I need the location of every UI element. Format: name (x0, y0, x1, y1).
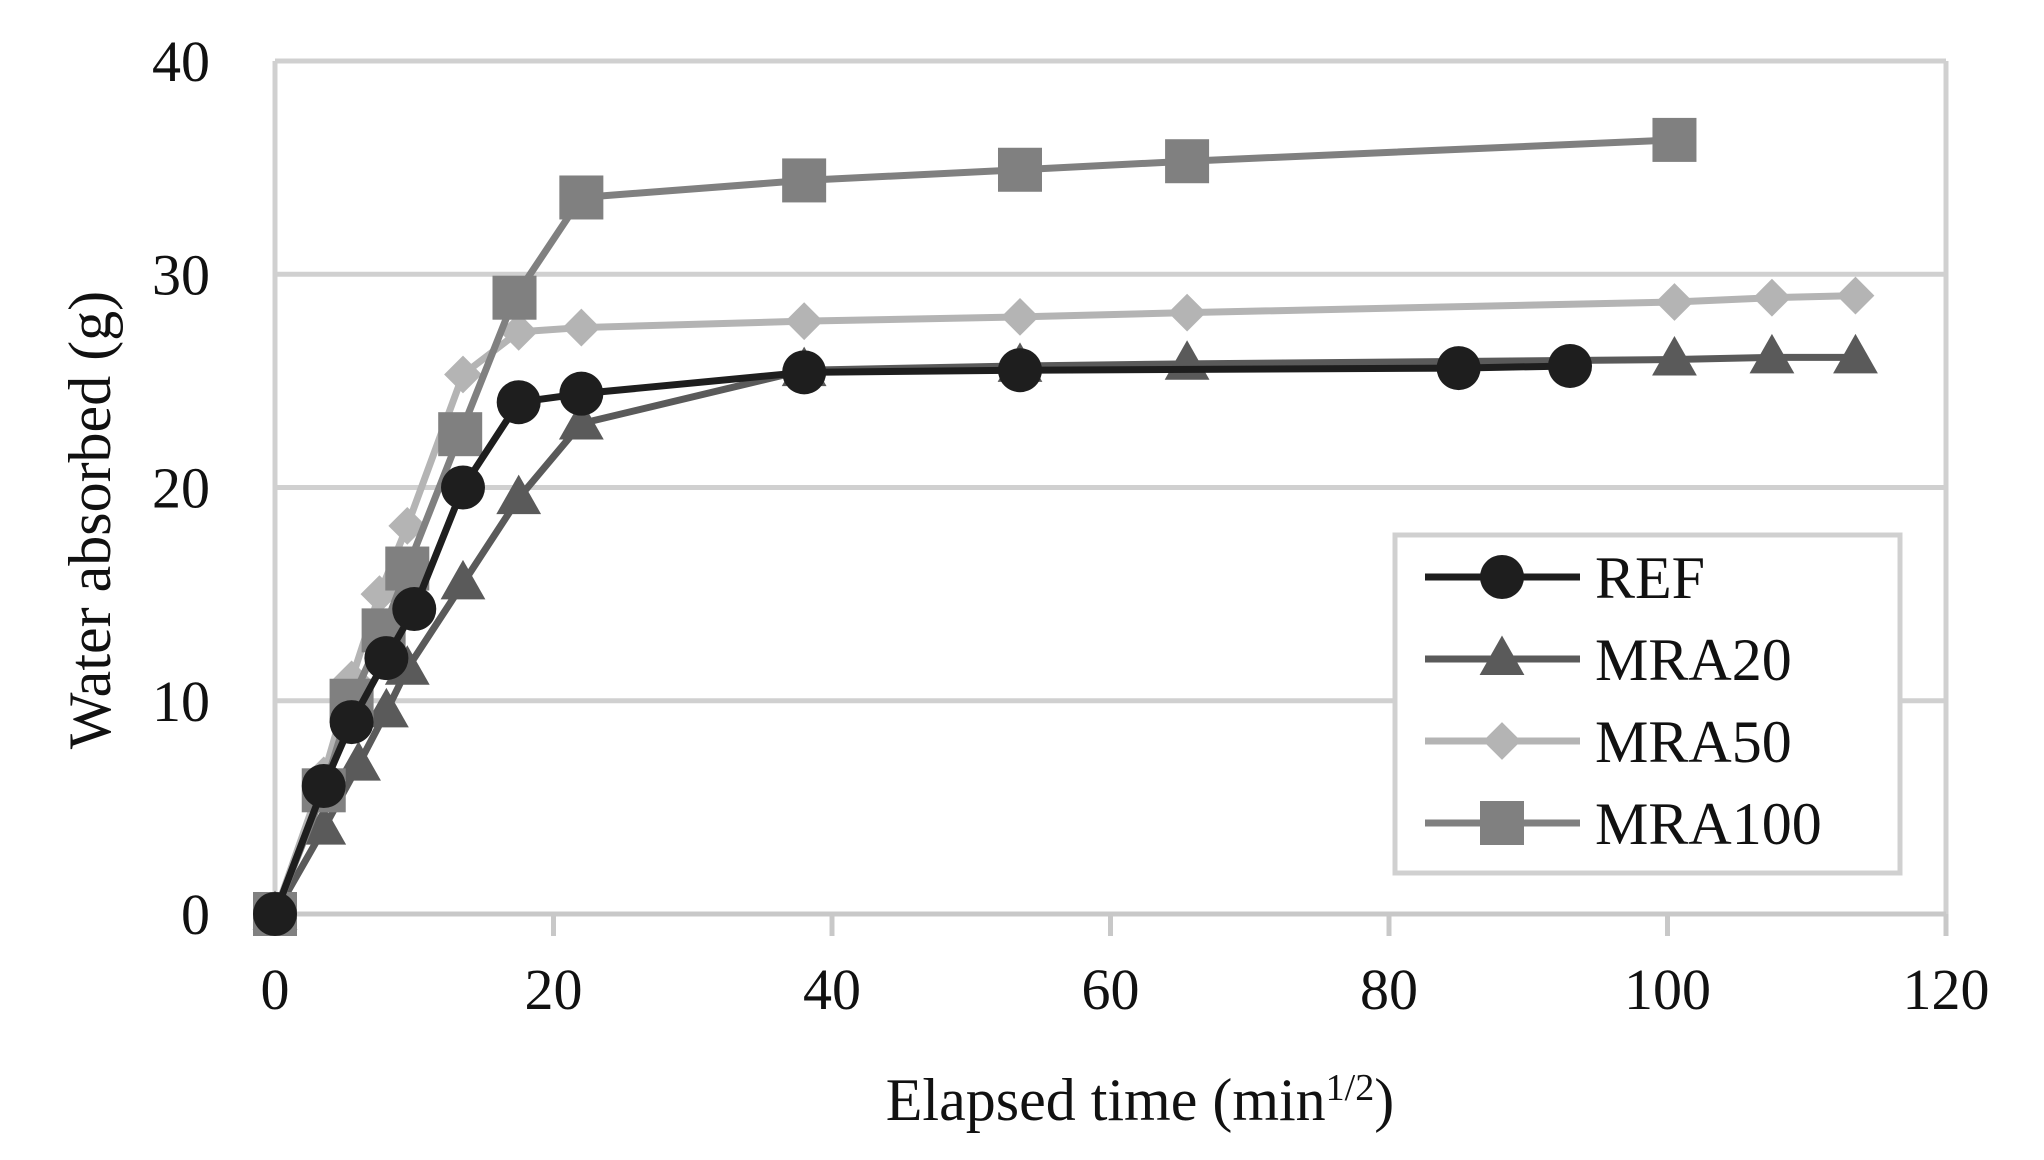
data-point-ref (997, 348, 1042, 393)
data-point-mra50 (499, 312, 538, 351)
data-point-mra100 (997, 147, 1042, 192)
legend-label-mra20: MRA20 (1595, 627, 1792, 693)
legend-marker-mra100 (1480, 801, 1524, 845)
data-point-mra50 (562, 308, 601, 347)
series-ref (253, 343, 1593, 936)
data-point-mra50 (785, 302, 824, 341)
series-mra50 (256, 276, 1875, 933)
x-axis-title-main: Elapsed time (min (886, 1067, 1326, 1133)
legend-entry-mra100: MRA100 (1425, 791, 1822, 857)
data-point-ref (364, 636, 409, 681)
x-tick-label: 100 (1624, 957, 1711, 1022)
legend-box (1392, 532, 1903, 876)
data-point-mra50 (1655, 283, 1694, 321)
data-point-mra20 (1164, 340, 1210, 380)
data-point-mra20 (1652, 335, 1697, 376)
x-axis-title-superscript: 1/2 (1326, 1067, 1375, 1109)
data-point-mra20 (558, 399, 604, 440)
data-point-mra20 (336, 741, 381, 781)
series-group (252, 117, 1878, 936)
data-point-mra50 (1001, 298, 1039, 336)
legend-marker-mra20 (1479, 635, 1525, 675)
data-point-ref (329, 700, 374, 745)
x-tick-label: 60 (1082, 957, 1140, 1022)
data-point-mra20 (496, 474, 542, 515)
data-point-mra50 (360, 575, 399, 614)
data-point-mra20 (1833, 333, 1878, 374)
data-point-mra100 (559, 175, 604, 220)
data-point-ref (253, 892, 297, 936)
data-point-mra20 (1749, 333, 1795, 374)
x-tick-label: 80 (1360, 957, 1418, 1022)
legend-entry-ref: REF (1425, 545, 1705, 611)
data-point-ref (559, 371, 604, 416)
legend-label-ref: REF (1595, 545, 1705, 611)
data-point-mra100 (492, 275, 537, 320)
legend-entry-mra50: MRA50 (1425, 709, 1792, 775)
y-tick-label: 20 (152, 456, 210, 521)
x-tick-label: 20 (525, 957, 583, 1022)
y-tick-label: 30 (152, 242, 210, 307)
legend-marker-mra50 (1483, 722, 1521, 760)
y-tick-label: 40 (152, 29, 210, 94)
axes (272, 61, 1949, 936)
x-tick-label: 40 (803, 957, 861, 1022)
data-point-mra100 (1165, 139, 1210, 184)
data-point-ref (392, 587, 437, 632)
data-point-ref (1548, 343, 1593, 388)
legend-label-mra100: MRA100 (1595, 791, 1822, 857)
data-point-mra50 (1836, 276, 1875, 315)
y-tick-label: 10 (152, 669, 210, 734)
data-point-mra100 (782, 158, 827, 203)
data-point-ref (1436, 346, 1481, 391)
data-point-ref (496, 380, 541, 425)
x-axis-title-close: ) (1374, 1067, 1394, 1133)
y-axis-title: Water absorbed (g) (57, 291, 123, 749)
x-tick-label: 0 (261, 957, 290, 1022)
legend-marker-ref (1480, 555, 1524, 599)
data-point-mra20 (364, 687, 409, 728)
data-point-mra100 (438, 412, 483, 457)
x-tick-label: 120 (1903, 957, 1990, 1022)
data-point-mra20 (301, 805, 347, 845)
data-point-ref (782, 350, 827, 395)
legend-entry-mra20: MRA20 (1425, 627, 1792, 693)
legend-label-mra50: MRA50 (1595, 709, 1792, 775)
legend: REF MRA20 MRA50 MRA100 (1392, 532, 1903, 876)
y-tick-label: 0 (181, 882, 210, 947)
x-axis-title: Elapsed time (min1/2) (886, 1067, 1394, 1133)
data-point-ref (301, 764, 346, 809)
tick-labels: 0 20 40 60 80 100 120 0 10 20 30 40 (152, 29, 1990, 1022)
data-point-mra50 (1168, 293, 1206, 332)
data-point-mra20 (440, 559, 486, 600)
data-point-ref (440, 465, 485, 510)
data-point-mra50 (444, 355, 482, 394)
data-point-mra50 (1753, 278, 1791, 317)
data-point-mra100 (1652, 117, 1697, 162)
